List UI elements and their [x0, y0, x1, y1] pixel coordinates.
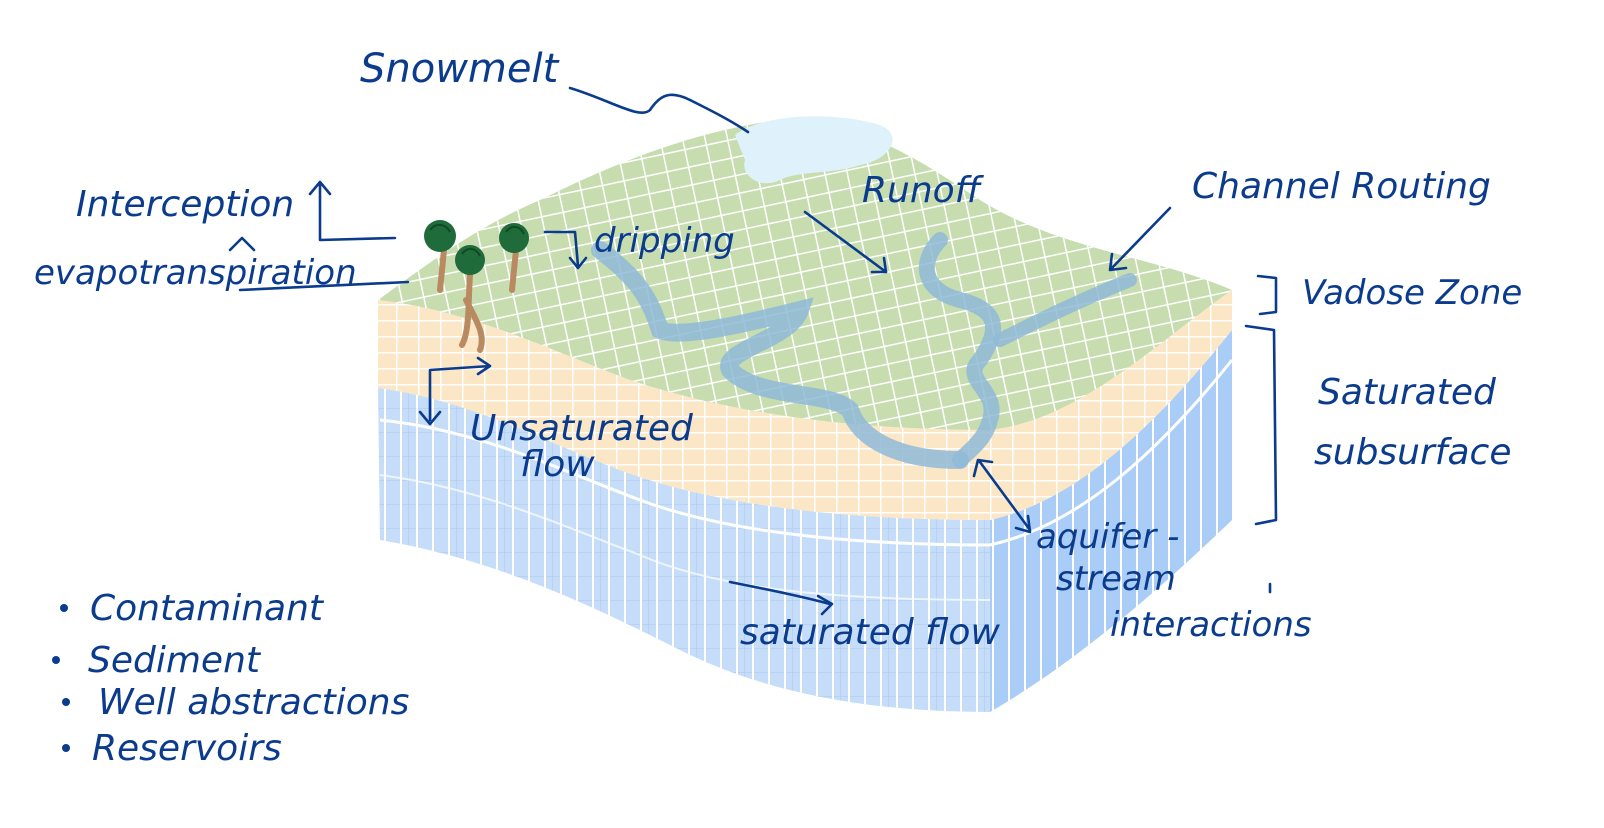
label-aquifer-3: interactions — [1110, 605, 1312, 645]
notes-list: Contaminant Sediment Well abstractions R… — [52, 588, 409, 769]
label-channel-routing: Channel Routing — [1192, 166, 1491, 207]
note-item: Contaminant — [90, 588, 325, 629]
saturated-zone — [378, 330, 1234, 712]
bullet-icon — [62, 744, 70, 752]
label-snowmelt: Snowmelt — [360, 46, 560, 92]
label-interception: Interception — [76, 184, 294, 225]
bullet-icon — [62, 698, 70, 706]
vadose-zone-band — [378, 290, 1232, 520]
note-item: Well abstractions — [98, 682, 409, 723]
diagram-labels: Snowmelt Runoff Channel Routing Intercep… — [34, 46, 1522, 653]
snow-patch — [735, 116, 893, 184]
label-aquifer-1: aquifer - — [1036, 517, 1179, 557]
label-saturated-subsurface-1: Saturated — [1318, 372, 1497, 413]
label-unsaturated-flow-1: Unsaturated — [470, 408, 694, 449]
label-dripping: dripping — [594, 221, 735, 261]
label-runoff: Runoff — [862, 170, 985, 211]
label-evapotranspiration: evapotranspiration — [34, 253, 357, 293]
note-item: Sediment — [88, 640, 262, 681]
label-vadose-zone: Vadose Zone — [1302, 273, 1522, 313]
annotation-strokes — [228, 86, 1278, 616]
stream-channel-upper — [918, 232, 1002, 468]
trees — [424, 220, 529, 353]
note-item: Reservoirs — [92, 728, 282, 769]
stream-channel — [591, 241, 969, 469]
bullet-icon — [52, 656, 60, 664]
bullet-icon — [60, 604, 68, 612]
label-saturated-flow: saturated flow — [740, 612, 1000, 653]
label-unsaturated-flow-2: flow — [520, 444, 595, 485]
label-saturated-subsurface-2: subsurface — [1314, 432, 1511, 473]
land-surface — [378, 116, 1232, 469]
label-aquifer-2: stream — [1056, 559, 1176, 599]
